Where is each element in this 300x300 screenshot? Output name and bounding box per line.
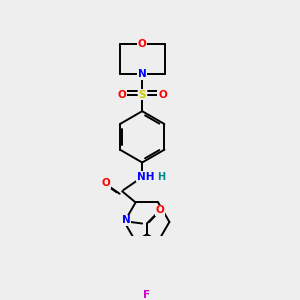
Text: O: O	[118, 90, 126, 100]
Text: N: N	[138, 69, 147, 79]
Text: O: O	[138, 39, 147, 49]
Text: O: O	[158, 90, 167, 100]
Text: F: F	[143, 290, 150, 299]
Text: H: H	[158, 172, 166, 182]
Text: O: O	[101, 178, 110, 188]
Text: S: S	[138, 90, 146, 100]
Text: NH: NH	[137, 172, 155, 182]
Text: N: N	[122, 215, 130, 225]
Text: O: O	[156, 206, 164, 215]
